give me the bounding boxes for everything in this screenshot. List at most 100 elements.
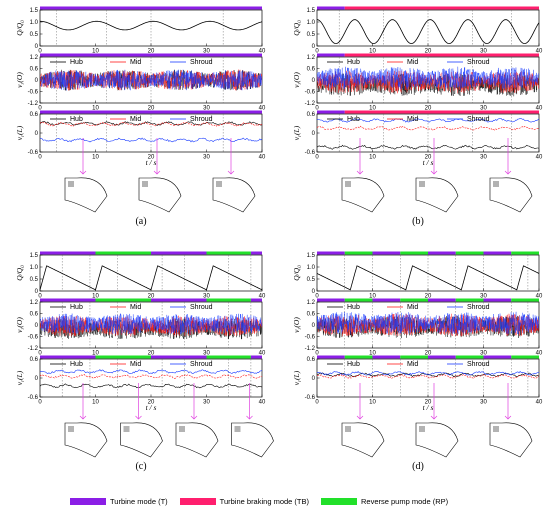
- legend-label-reverse-pump: Reverse pump mode (RP): [361, 496, 449, 506]
- x-tick-label: 40: [259, 106, 266, 112]
- x-tick-label: 30: [480, 155, 487, 161]
- y-axis-label-sub: 0: [298, 265, 303, 268]
- phase-bar-rp: [206, 355, 251, 359]
- y-axis-label-sub: 0: [21, 20, 26, 23]
- legend-label-shroud: Shroud: [467, 116, 490, 123]
- legend-label-hub: Hub: [70, 304, 83, 311]
- legend-label-turbine-braking: Turbine braking mode (TB): [219, 496, 309, 506]
- series-shroud-L: [317, 117, 539, 123]
- legend-swatch-turbine: [70, 497, 106, 505]
- series-shroud-O: [40, 69, 262, 91]
- y-axis-label-sub: 0: [21, 265, 26, 268]
- runner-meridian-sketch: [64, 177, 108, 213]
- pointer-arrowhead: [504, 415, 512, 420]
- x-tick-label: 0: [38, 155, 42, 161]
- y-axis-label-main: Q/Q: [15, 22, 24, 36]
- runner-meridian-sketch: [120, 422, 163, 458]
- y-axis-label-loc: (O): [292, 72, 301, 83]
- y-tick-label: 1.0: [30, 20, 39, 26]
- y-axis-label-main: v: [15, 84, 24, 88]
- y-axis-label-loc: (L): [292, 370, 301, 380]
- x-tick-label: 30: [203, 294, 210, 300]
- runner-meridian-sketch: [489, 422, 533, 458]
- phase-bar-tb: [344, 6, 539, 10]
- y-tick-label: 1.0: [307, 20, 316, 26]
- legend-label-hub: Hub: [347, 116, 360, 123]
- mode-legend: Turbine mode (T) Turbine braking mode (T…: [70, 494, 550, 508]
- phase-bar-rp: [511, 298, 539, 302]
- runner-meridian-sketch: [415, 177, 459, 213]
- x-tick-label: 0: [315, 106, 319, 112]
- x-tick-label: 0: [38, 400, 42, 406]
- pointer-arrowhead: [79, 415, 87, 420]
- data-group: [317, 117, 539, 150]
- y-axis-label: vr(L): [15, 370, 26, 385]
- y-tick-label: 0.6: [30, 67, 39, 73]
- phase-bar-t: [250, 298, 262, 302]
- y-tick-label: 0.5: [30, 32, 39, 38]
- pointer-arrowhead: [135, 415, 142, 420]
- x-tick-label: 20: [148, 400, 155, 406]
- y-tick-label: 0.5: [307, 277, 316, 283]
- legend-label-shroud: Shroud: [190, 59, 213, 66]
- phase-bar-t: [317, 355, 345, 359]
- panel-3: 00.51.01.50 10 20 30 40Q/Q0-1.2-0.600.61.20 1…: [15, 251, 274, 472]
- data-group: [40, 265, 262, 291]
- legend-swatch-turbine-braking: [179, 497, 216, 505]
- x-tick-label: 10: [369, 155, 376, 161]
- x-tick-label: 10: [369, 351, 376, 357]
- subplot-O: -1.2 -0.6 0 0.6 1.2 0 10 20 30 40 vr(O) Hub Mid Shrou…: [15, 53, 266, 112]
- panel-2: 00.51.01.50 10 20 30 40Q/Q0-1.2-0.600.61.20 1…: [292, 6, 543, 227]
- series-hub-L: [40, 383, 262, 389]
- y-tick-label: -0.6: [28, 395, 39, 401]
- x-tick-label: 40: [536, 155, 543, 161]
- legend-label-shroud: Shroud: [467, 361, 490, 368]
- y-tick-label: 0.6: [307, 67, 316, 73]
- y-axis-label: Q/Q0: [292, 20, 303, 36]
- runner-meridian-sketch: [341, 177, 385, 213]
- x-tick-label: 20: [425, 400, 432, 406]
- x-tick-label: 0: [38, 351, 42, 357]
- y-tick-label: 1.2: [307, 55, 316, 61]
- pointer-arrowhead: [430, 415, 438, 420]
- x-tick-label: 0: [315, 155, 319, 161]
- y-axis-label-sub: r: [298, 328, 303, 330]
- y-axis-label-sub: r: [298, 83, 303, 85]
- x-tick-label: 30: [203, 106, 210, 112]
- flow-rate-line: [317, 19, 539, 45]
- y-axis-label-sub: r: [21, 135, 26, 137]
- x-tick-label: 0: [38, 106, 42, 112]
- legend-label-hub: Hub: [70, 59, 83, 66]
- phase-bar-t: [151, 298, 207, 302]
- x-tick-label: 10: [369, 49, 376, 55]
- phase-bar-t: [483, 298, 512, 302]
- y-tick-label: -0.6: [305, 90, 316, 96]
- x-tick-label: 30: [480, 49, 487, 55]
- x-tick-label: 40: [259, 155, 266, 161]
- y-tick-label: -0.6: [28, 90, 39, 96]
- y-tick-label: 0: [35, 289, 39, 295]
- y-tick-label: 0: [312, 44, 316, 50]
- x-tick-label: 40: [259, 351, 266, 357]
- legend-label-mid: Mid: [130, 59, 141, 66]
- legend-item-turbine-braking: Turbine braking mode (TB): [179, 496, 309, 506]
- phase-bar-rp: [400, 251, 428, 255]
- y-axis-label: vr(L): [292, 125, 303, 140]
- runner-meridian-sketch: [175, 422, 219, 458]
- y-tick-label: 0: [312, 78, 316, 84]
- x-axis-label: t / s: [423, 403, 434, 412]
- x-tick-label: 40: [536, 294, 543, 300]
- x-tick-label: 40: [259, 294, 266, 300]
- phase-bar-t: [428, 251, 456, 255]
- y-axis-label-loc: (O): [292, 317, 301, 328]
- legend-label-mid: Mid: [407, 361, 418, 368]
- y-tick-label: 0: [312, 323, 316, 329]
- x-tick-label: 20: [148, 106, 155, 112]
- y-tick-label: 1.2: [307, 300, 316, 306]
- phase-bar-rp: [206, 251, 251, 255]
- phase-bar-t: [428, 355, 456, 359]
- x-axis-label: t / s: [423, 158, 434, 167]
- panel-label: (c): [135, 461, 146, 472]
